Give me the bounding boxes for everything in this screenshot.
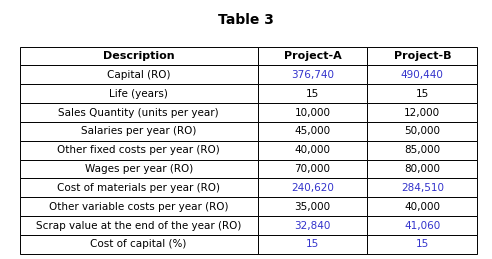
- Bar: [20, 84, 258, 103]
- Bar: [368, 103, 477, 122]
- Bar: [20, 160, 258, 178]
- Text: 10,000: 10,000: [295, 107, 331, 118]
- Text: Cost of materials per year (RO): Cost of materials per year (RO): [57, 183, 220, 193]
- Bar: [368, 235, 477, 254]
- Text: Other variable costs per year (RO): Other variable costs per year (RO): [49, 202, 228, 212]
- Bar: [20, 47, 258, 66]
- Bar: [20, 141, 258, 160]
- Bar: [258, 47, 368, 66]
- Bar: [258, 235, 368, 254]
- Bar: [258, 141, 368, 160]
- Text: 240,620: 240,620: [291, 183, 334, 193]
- Text: 85,000: 85,000: [404, 145, 440, 155]
- Bar: [258, 103, 368, 122]
- Text: Other fixed costs per year (RO): Other fixed costs per year (RO): [57, 145, 220, 155]
- Text: Sales Quantity (units per year): Sales Quantity (units per year): [59, 107, 219, 118]
- Text: 490,440: 490,440: [401, 70, 444, 80]
- Bar: [368, 141, 477, 160]
- Bar: [258, 66, 368, 84]
- Bar: [20, 197, 258, 216]
- Text: 40,000: 40,000: [404, 202, 440, 212]
- Text: Cost of capital (%): Cost of capital (%): [91, 239, 187, 249]
- Text: Capital (RO): Capital (RO): [107, 70, 170, 80]
- Text: 35,000: 35,000: [294, 202, 331, 212]
- Bar: [20, 216, 258, 235]
- Text: 41,060: 41,060: [404, 221, 440, 231]
- Bar: [258, 197, 368, 216]
- Bar: [368, 197, 477, 216]
- Bar: [258, 122, 368, 141]
- Text: 15: 15: [416, 89, 429, 99]
- Bar: [20, 122, 258, 141]
- Text: 15: 15: [306, 239, 319, 249]
- Bar: [258, 160, 368, 178]
- Text: Scrap value at the end of the year (RO): Scrap value at the end of the year (RO): [36, 221, 242, 231]
- Text: 70,000: 70,000: [295, 164, 331, 174]
- Text: 32,840: 32,840: [294, 221, 331, 231]
- Text: 15: 15: [306, 89, 319, 99]
- Text: 45,000: 45,000: [294, 126, 331, 136]
- Text: Project-A: Project-A: [284, 51, 341, 61]
- Text: 284,510: 284,510: [401, 183, 444, 193]
- Bar: [368, 160, 477, 178]
- Bar: [20, 235, 258, 254]
- Text: Project-B: Project-B: [394, 51, 451, 61]
- Text: 40,000: 40,000: [295, 145, 331, 155]
- Bar: [368, 178, 477, 197]
- Text: Salaries per year (RO): Salaries per year (RO): [81, 126, 196, 136]
- Text: Life (years): Life (years): [109, 89, 168, 99]
- Text: 15: 15: [416, 239, 429, 249]
- Bar: [258, 178, 368, 197]
- Bar: [368, 84, 477, 103]
- Bar: [368, 216, 477, 235]
- Bar: [258, 84, 368, 103]
- Bar: [368, 47, 477, 66]
- Bar: [368, 66, 477, 84]
- Text: 12,000: 12,000: [404, 107, 440, 118]
- Text: Description: Description: [103, 51, 175, 61]
- Bar: [20, 103, 258, 122]
- Bar: [368, 122, 477, 141]
- Bar: [258, 216, 368, 235]
- Text: 80,000: 80,000: [404, 164, 440, 174]
- Text: 376,740: 376,740: [291, 70, 334, 80]
- Text: 50,000: 50,000: [404, 126, 440, 136]
- Text: Table 3: Table 3: [218, 13, 274, 27]
- Text: Wages per year (RO): Wages per year (RO): [85, 164, 193, 174]
- Bar: [20, 178, 258, 197]
- Bar: [20, 66, 258, 84]
